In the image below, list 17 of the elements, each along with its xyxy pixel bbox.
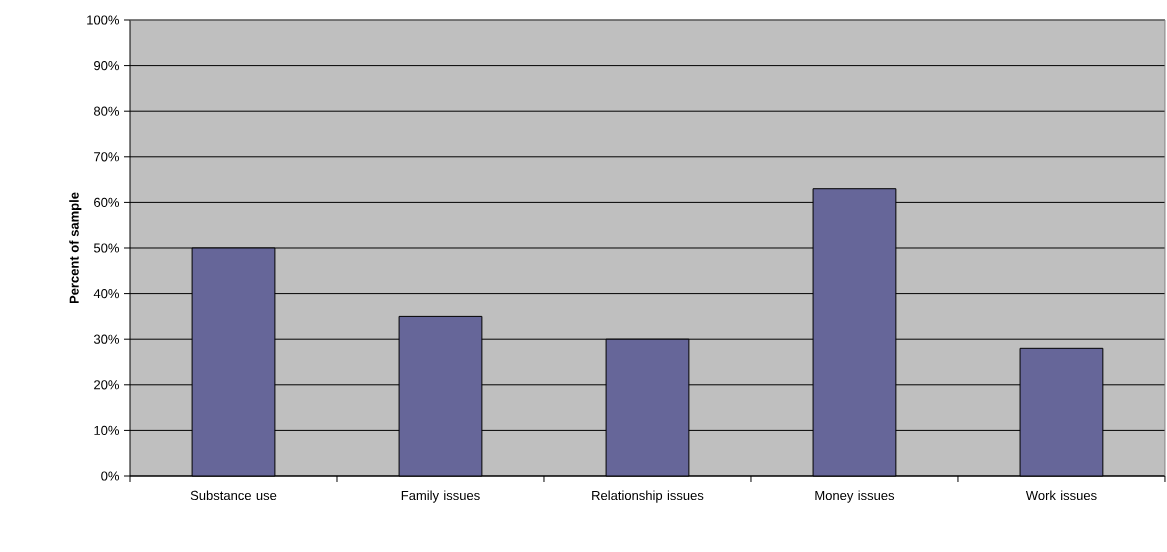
y-tick-label: 100%	[87, 15, 119, 25]
y-tick-label: 30%	[93, 334, 119, 344]
y-axis-title: Percent of sample	[69, 192, 82, 304]
x-tick-label: Money issues	[815, 490, 895, 503]
y-tick-label: 70%	[94, 152, 119, 162]
y-tick-label: 90%	[94, 60, 119, 71]
x-tick-label: Family issues	[401, 490, 480, 503]
y-tick-label: 80%	[94, 106, 119, 116]
y-tick-label: 10%	[94, 425, 119, 435]
y-tick-label: 50%	[93, 243, 119, 253]
y-tick-label: 20%	[94, 380, 119, 390]
y-tick-label: 60%	[94, 197, 119, 207]
y-tick-label: 40%	[93, 288, 119, 299]
x-tick-label: Work issues	[1025, 490, 1097, 501]
y-tick-label: 0%	[101, 471, 119, 481]
x-tick-label: Substance use	[190, 490, 277, 501]
x-tick-label: Relationship issues	[592, 490, 704, 503]
